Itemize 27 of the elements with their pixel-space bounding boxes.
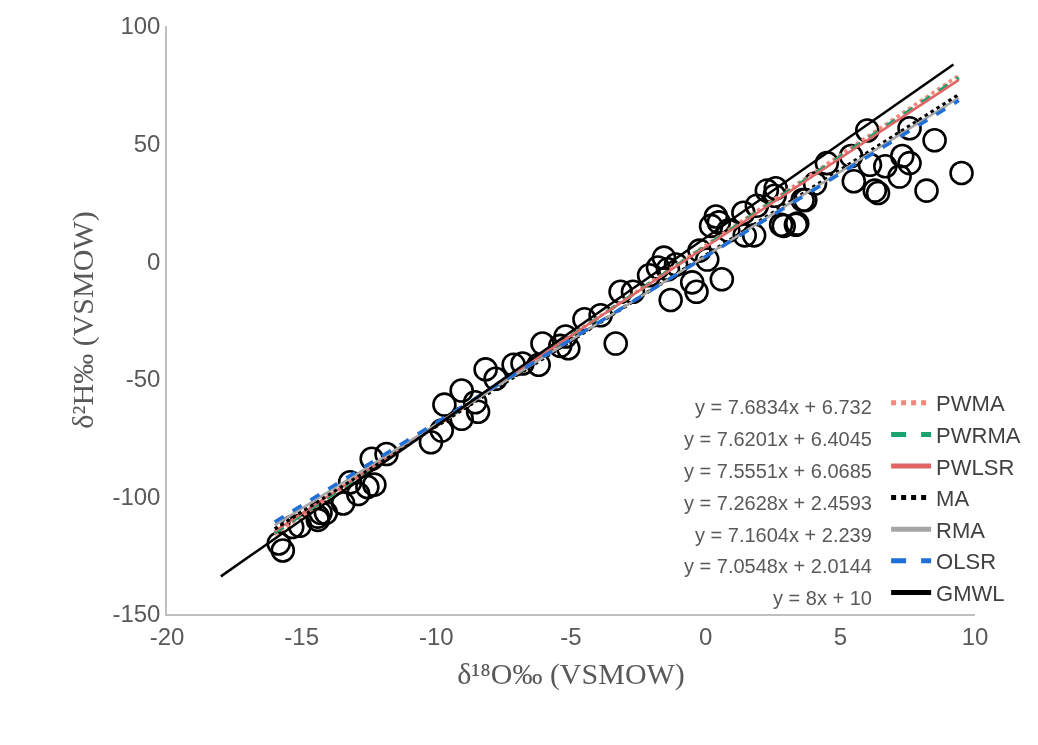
x-tick-label: -15 [284, 622, 320, 650]
y-tick-label: -100 [112, 482, 161, 510]
annotation: y = 7.5551x + 6.0685 [684, 460, 872, 482]
legend-label: MA [936, 486, 970, 512]
x-tick-label: 10 [961, 622, 989, 650]
y-axis-title: δ²H‰ (VSMOW) [65, 211, 100, 429]
legend-label: PWLSR [936, 454, 1015, 480]
legend-label: PWRMA [936, 422, 1021, 448]
annotation: y = 7.6201x + 6.4045 [684, 428, 872, 450]
x-axis-title: δ¹⁸O‰ (VSMOW) [457, 656, 685, 691]
x-tick-label: -5 [560, 622, 582, 650]
annotation: y = 8x + 10 [773, 587, 872, 609]
x-tick-label: 0 [698, 622, 713, 650]
y-tick-label: 100 [120, 12, 161, 40]
legend-label: OLSR [936, 549, 997, 575]
x-tick-label: -10 [418, 622, 454, 650]
y-tick-label: 50 [133, 130, 161, 157]
annotation: y = 7.0548x + 2.0144 [684, 555, 872, 577]
annotation: y = 7.1604x + 2.239 [695, 524, 872, 546]
y-tick-label: 0 [147, 247, 161, 275]
x-tick-label: 5 [833, 622, 848, 650]
legend-label: PWMA [936, 391, 1005, 417]
annotation: y = 7.6834x + 6.732 [695, 396, 872, 418]
legend-label: RMA [936, 517, 986, 543]
y-tick-label: -50 [125, 365, 161, 393]
annotation: y = 7.2628x + 2.4593 [684, 492, 872, 514]
legend-label: GMWL [936, 580, 1005, 606]
